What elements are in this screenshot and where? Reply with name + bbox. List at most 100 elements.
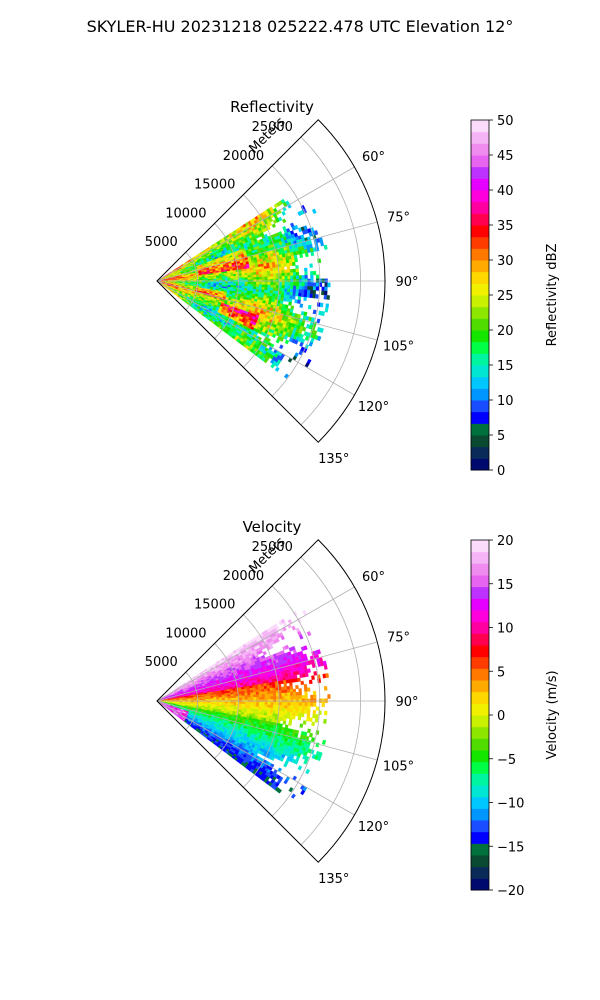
data-cell [221,283,226,286]
data-cell [244,701,248,705]
data-cell [261,281,266,285]
data-cell [261,696,266,700]
data-cell [295,695,300,700]
data-cell [269,644,274,650]
colorbar-swatch [471,458,489,471]
data-cell [304,271,308,276]
data-cell [284,695,288,700]
panel-velocity: Velocity500010000150002000025000Meters60… [145,518,560,899]
data-cell [258,289,262,293]
data-cell [256,276,260,280]
data-cell [273,704,277,709]
data-cell [247,274,251,278]
data-cell [298,695,303,700]
data-cell [298,709,302,714]
data-cell [304,289,308,294]
data-cell [264,273,268,278]
data-cell [301,705,305,710]
data-cell [204,698,209,701]
data-cell [308,679,313,685]
data-cell [210,278,214,281]
data-cell [289,268,294,273]
theta-tick-label: 75° [387,210,410,225]
data-cell [269,687,274,692]
data-cell [258,276,263,280]
data-cell [307,304,312,310]
colorbar-swatch [471,271,489,284]
data-cell [290,285,294,290]
data-cell [310,251,315,257]
data-cell [252,687,256,691]
data-cell [287,702,291,706]
data-cell [289,682,293,687]
data-cell [281,275,285,280]
data-cell [252,269,257,273]
data-cell [244,695,248,698]
colorbar-swatch [471,283,489,296]
data-cell [312,270,317,276]
data-cell [241,283,246,287]
data-cell [253,694,257,698]
data-cell [276,696,280,700]
data-cell [227,278,231,281]
data-cell [258,274,263,278]
data-cell [224,281,228,284]
data-cell [310,274,314,280]
data-cell [258,701,263,705]
data-cell [241,693,245,696]
data-cell [227,701,231,704]
data-cell [267,702,271,706]
data-cell [224,701,228,704]
data-cell [273,273,277,277]
data-cell [269,290,274,294]
data-cell [302,720,307,725]
data-cell [312,290,317,295]
data-cell [286,294,290,299]
data-cell [272,684,276,689]
data-cell [292,692,297,696]
data-cell [250,692,254,696]
data-cell [264,281,268,286]
colorbar-swatch [471,388,489,401]
data-cell [284,705,288,709]
data-cell [273,696,277,700]
data-cell [241,275,246,278]
data-cell [244,703,248,707]
data-cell [258,266,262,270]
data-cell [270,282,274,286]
data-cell [301,702,305,707]
data-cell [292,688,297,693]
data-cell [270,363,276,369]
data-cell [272,270,277,274]
data-cell [323,718,327,724]
data-cell [295,275,300,280]
data-cell [312,309,317,315]
data-cell [298,691,302,696]
data-cell [261,268,265,272]
data-cell [262,651,267,656]
data-cell [304,252,309,258]
data-cell [272,710,277,715]
data-cell [291,261,296,266]
colorbar-swatch [471,376,489,389]
polar-grid [156,136,385,443]
data-cell [280,635,285,641]
data-cell [310,271,314,276]
data-cell [290,282,294,286]
data-cell [301,275,305,280]
data-cell [244,692,248,696]
data-cell [307,286,311,291]
data-cell [292,268,297,273]
data-field [158,609,331,799]
data-cell [295,271,300,276]
data-cell [269,685,273,689]
data-cell [325,303,330,309]
data-cell [286,685,291,690]
data-cell [307,706,311,711]
data-cell [250,697,254,700]
data-cell [304,695,308,700]
data-cell [224,698,228,701]
data-cell [284,708,288,713]
data-cell [316,649,321,655]
data-cell [295,709,299,714]
